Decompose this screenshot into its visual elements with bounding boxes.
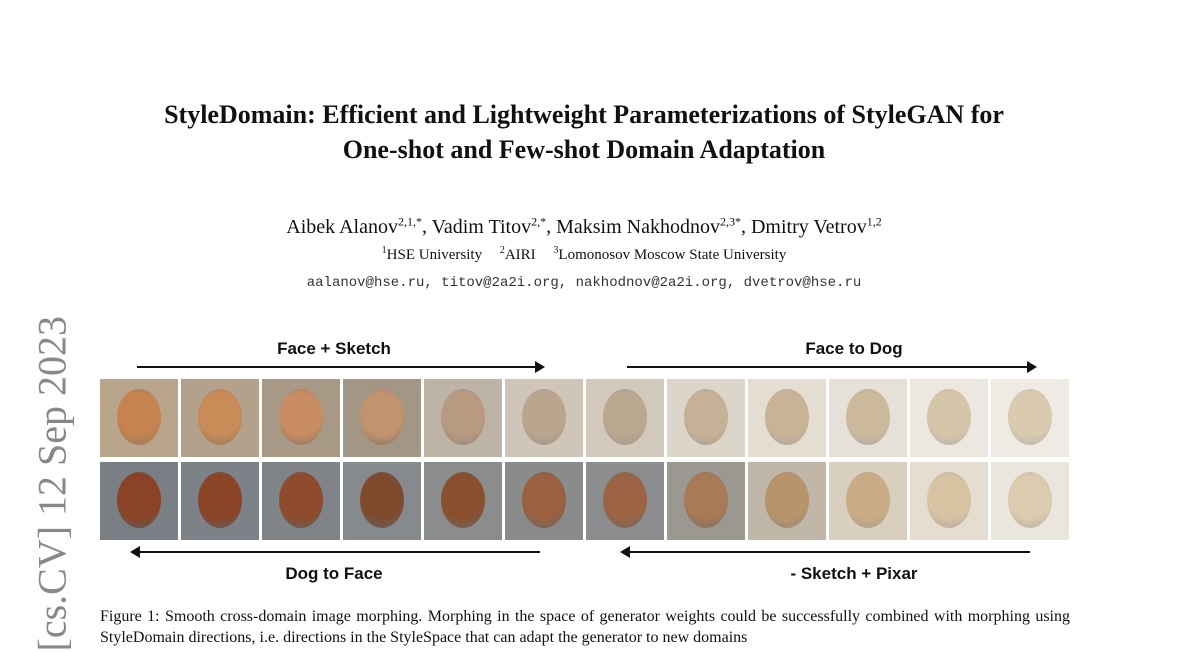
portrait-shape: [198, 472, 242, 528]
bottom-row-image: [667, 462, 745, 540]
top-row-image: [100, 379, 178, 457]
author: Aibek Alanov2,1,*: [286, 214, 422, 238]
top-row-image: [748, 379, 826, 457]
portrait-shape: [846, 389, 890, 445]
bottom-row-image: [181, 462, 259, 540]
portrait-shape: [279, 389, 323, 445]
author: Maksim Nakhodnov2,3*: [556, 214, 741, 238]
top-row-image: [505, 379, 583, 457]
affiliation: 1HSE University: [381, 245, 483, 263]
top-row-image: [910, 379, 988, 457]
arrow-left-icon: [130, 546, 540, 558]
portrait-shape: [279, 472, 323, 528]
figure-caption: Figure 1: Smooth cross-domain image morp…: [100, 608, 1070, 646]
portrait-shape: [765, 389, 809, 445]
portrait-shape: [1008, 472, 1052, 528]
portrait-shape: [360, 472, 404, 528]
portrait-shape: [522, 472, 566, 528]
portrait-shape: [360, 389, 404, 445]
label-dog-to-face: Dog to Face: [285, 564, 383, 583]
bottom-row-image: [829, 462, 907, 540]
portrait-shape: [603, 389, 647, 445]
portrait-shape: [684, 389, 728, 445]
affiliations: 1HSE University 2AIRI 3Lomonosov Moscow …: [0, 245, 1168, 264]
portrait-shape: [603, 472, 647, 528]
label-sketch-pixar: - Sketch + Pixar: [790, 564, 918, 583]
bottom-row-image: [505, 462, 583, 540]
portrait-shape: [765, 472, 809, 528]
arrow-left-icon: [620, 546, 1030, 558]
label-face-to-dog: Face to Dog: [805, 339, 903, 358]
arrow-right-icon: [137, 361, 545, 373]
affiliation: 2AIRI: [499, 245, 536, 263]
portrait-shape: [441, 389, 485, 445]
bottom-row-image: [586, 462, 664, 540]
bottom-row-image: [100, 462, 178, 540]
paper-title: StyleDomain: Efficient and Lightweight P…: [0, 97, 1168, 167]
affiliation: 3Lomonosov Moscow State University: [553, 245, 787, 263]
top-row-image: [343, 379, 421, 457]
portrait-shape: [198, 389, 242, 445]
portrait-shape: [846, 472, 890, 528]
title-line-2: One-shot and Few-shot Domain Adaptation: [342, 135, 826, 164]
bottom-row-image: [991, 462, 1069, 540]
portrait-shape: [1008, 389, 1052, 445]
top-row-image: [991, 379, 1069, 457]
portrait-shape: [522, 389, 566, 445]
portrait-shape: [927, 389, 971, 445]
top-row-image: [181, 379, 259, 457]
bottom-row-image: [910, 462, 988, 540]
top-row-image: [829, 379, 907, 457]
bottom-row-image: [262, 462, 340, 540]
morphing-image-grid: [100, 379, 1069, 540]
top-row-image: [262, 379, 340, 457]
bottom-row-image: [748, 462, 826, 540]
title-line-1: StyleDomain: Efficient and Lightweight P…: [164, 100, 1004, 129]
label-face-sketch: Face + Sketch: [277, 339, 391, 358]
bottom-row-image: [424, 462, 502, 540]
portrait-shape: [441, 472, 485, 528]
arrow-right-icon: [627, 361, 1037, 373]
top-row-image: [424, 379, 502, 457]
top-row-image: [667, 379, 745, 457]
portrait-shape: [684, 472, 728, 528]
author: Dmitry Vetrov1,2: [750, 214, 882, 238]
portrait-shape: [927, 472, 971, 528]
authors: Aibek Alanov2,1,*, Vadim Titov2,*, Maksi…: [286, 214, 882, 238]
author-emails: aalanov@hse.ru, titov@2a2i.org, nakhodno…: [306, 275, 862, 291]
top-row-image: [586, 379, 664, 457]
bottom-row-image: [343, 462, 421, 540]
author: Vadim Titov2,*: [431, 214, 547, 238]
arxiv-stamp: [cs.CV] 12 Sep 2023: [29, 315, 75, 652]
portrait-shape: [117, 389, 161, 445]
portrait-shape: [117, 472, 161, 528]
